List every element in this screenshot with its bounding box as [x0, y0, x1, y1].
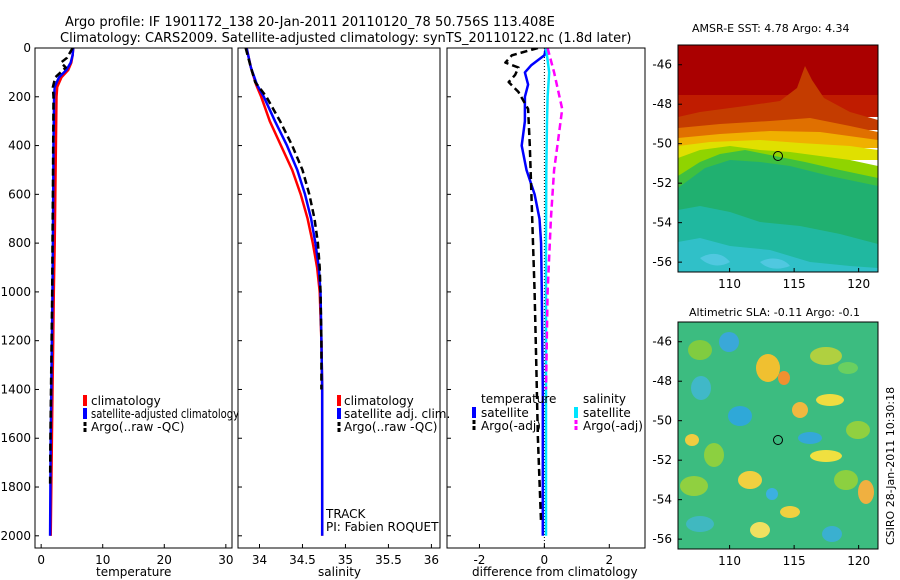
x-tick-label: 35 [338, 553, 353, 567]
x-tick-label: 36 [424, 553, 439, 567]
y-tick-label: 0 [23, 41, 31, 55]
legend-swatch-temp-satellite [472, 407, 476, 418]
difference-axes-frame [446, 47, 646, 549]
sla-map-frame [677, 321, 879, 550]
x-tick-label: 0 [541, 553, 549, 567]
legend-label-temp-argo: Argo(-adj) [481, 419, 541, 433]
salinity-xlabel: salinity [318, 565, 361, 579]
legend-swatch-satellite-adj [337, 408, 341, 419]
map-x-tick-label: 110 [718, 277, 741, 291]
map-y-tick-label: -54 [652, 216, 672, 230]
x-tick-label: 2 [605, 553, 613, 567]
argo-location-marker [773, 435, 783, 445]
legend-title-temperature: temperature [481, 392, 556, 406]
difference-xlabel: difference from climatology [472, 565, 638, 579]
map-x-tick-label: 115 [783, 554, 806, 568]
salinity-axes-frame [237, 47, 441, 549]
map-y-tick-label: -46 [652, 335, 672, 349]
track-annotation: TRACK [325, 507, 367, 521]
y-tick-label: 1400 [0, 382, 31, 396]
legend-label-satellite-adj: satellite adj. clim. [344, 407, 450, 421]
temperature-axes-frame [34, 47, 233, 549]
y-tick-label: 600 [8, 187, 31, 201]
legend-label-climatology: climatology [344, 394, 414, 408]
salinity-legend: climatology satellite adj. clim. Argo(..… [337, 394, 450, 434]
legend-label-argo: Argo(..raw -QC) [91, 420, 184, 434]
sst-map-title: AMSR-E SST: 4.78 Argo: 4.34 [692, 22, 850, 35]
map-x-tick-label: 115 [783, 277, 806, 291]
map-x-tick-label: 120 [847, 277, 870, 291]
x-tick-label: -2 [473, 553, 485, 567]
map-x-tick-label: 110 [718, 554, 741, 568]
x-tick-label: 0 [37, 553, 45, 567]
x-tick-label: 34.5 [289, 553, 316, 567]
sst-map: AMSR-E SST: 4.78 Argo: 4.34 110 115 120 -46… [652, 22, 879, 291]
map-y-tick-label: -48 [652, 374, 672, 388]
map-y-tick-label: -54 [652, 493, 672, 507]
y-tick-label: 200 [8, 90, 31, 104]
sla-field [678, 322, 878, 549]
map-y-tick-label: -52 [652, 176, 672, 190]
legend-label-temp-satellite: satellite [481, 406, 529, 420]
sla-map-title: Altimetric SLA: -0.11 Argo: -0.1 [689, 306, 860, 319]
y-tick-label: 800 [8, 236, 31, 250]
series-line-satellite-adj-clim- [245, 48, 324, 536]
x-tick-label: 20 [157, 553, 172, 567]
temperature-xlabel: temperature [96, 565, 171, 579]
map-y-tick-label: -48 [652, 97, 672, 111]
temperature-legend: climatology satellite-adjusted climatolo… [83, 394, 239, 434]
legend-label-sal-argo: Argo(-adj) [583, 419, 643, 433]
legend-label-argo: Argo(..raw -QC) [344, 420, 437, 434]
map-y-tick-label: -50 [652, 137, 672, 151]
argo-location-marker [773, 151, 783, 161]
map-y-tick-label: -50 [652, 414, 672, 428]
legend-label-satellite-adjusted: satellite-adjusted climatology [91, 407, 239, 421]
difference-legend: temperature satellite Argo(-adj) salinit… [472, 392, 643, 433]
legend-label-climatology: climatology [91, 394, 161, 408]
series-line-salinity-argo-adj- [544, 48, 564, 390]
series-line-satellite-adjusted-climatology [48, 48, 75, 536]
x-tick-label: 10 [95, 553, 110, 567]
map-y-tick-label: -56 [652, 532, 672, 546]
legend-swatch-climatology [337, 395, 341, 406]
series-line-climatology [245, 48, 324, 536]
y-tick-label: 2000 [0, 529, 31, 543]
y-tick-label: 1600 [0, 431, 31, 445]
figure-title-line1: Argo profile: IF 1901172_138 20-Jan-2011… [65, 15, 555, 30]
sla-map: Altimetric SLA: -0.11 Argo: -0.1 [652, 306, 879, 568]
legend-title-salinity: salinity [583, 392, 626, 406]
y-tick-label: 1000 [0, 285, 31, 299]
series-line-temperature-argo-adj- [504, 48, 543, 524]
sst-map-frame [677, 44, 879, 273]
y-tick-label: 400 [8, 139, 31, 153]
legend-swatch-satellite-adjusted [83, 408, 87, 419]
figure-title-line2: Climatology: CARS2009. Satellite-adjuste… [60, 31, 632, 46]
credit-timestamp: CSIRO 28-Jan-2011 10:30:18 [884, 387, 897, 545]
map-y-tick-label: -52 [652, 453, 672, 467]
series-line-argo-raw-qc- [244, 48, 323, 390]
x-tick-label: 30 [218, 553, 233, 567]
series-line-argo-raw-qc- [48, 48, 74, 488]
map-y-tick-label: -46 [652, 58, 672, 72]
x-tick-label: 35.5 [375, 553, 402, 567]
y-tick-label: 1200 [0, 334, 31, 348]
y-tick-label: 1800 [0, 480, 31, 494]
pi-annotation: PI: Fabien ROQUET [326, 520, 439, 534]
legend-swatch-climatology [83, 395, 87, 406]
temperature-panel: 0 10 20 30 0 200 400 600 800 1000 1200 1400 1600 1800… [0, 41, 239, 579]
difference-panel: -2 0 2 difference from climatology tempera… [446, 47, 646, 579]
legend-label-sal-satellite: satellite [583, 406, 631, 420]
x-tick-label: 34 [252, 553, 267, 567]
series-line-temperature-satellite [520, 48, 548, 536]
sst-field [678, 45, 878, 272]
legend-swatch-sal-satellite [574, 407, 578, 418]
map-y-tick-label: -56 [652, 255, 672, 269]
map-x-tick-label: 120 [847, 554, 870, 568]
salinity-panel: 34 34.5 35 35.5 36 salinity climatology sate… [237, 47, 450, 579]
